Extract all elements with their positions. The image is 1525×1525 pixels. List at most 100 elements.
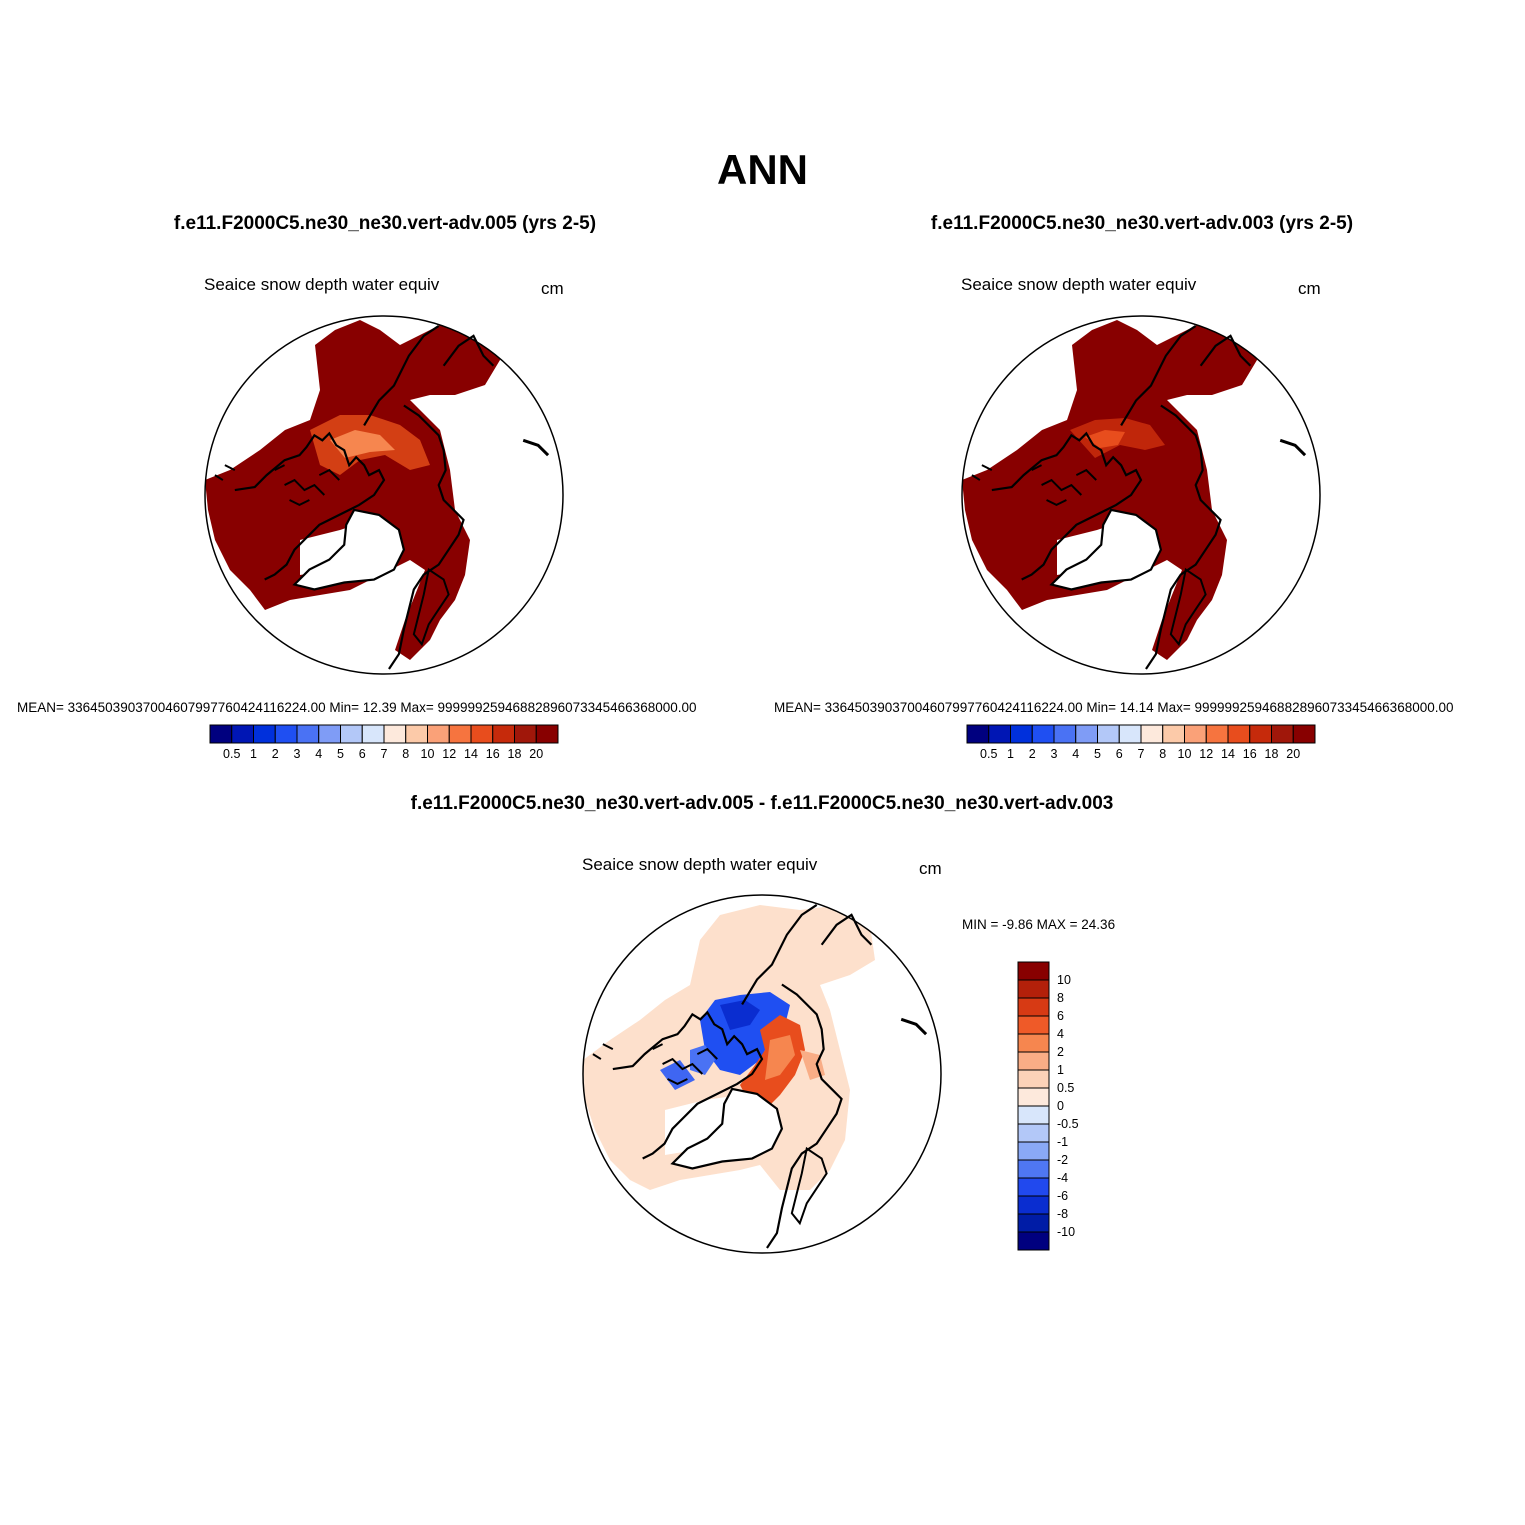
colorbar-swatch xyxy=(1017,1069,1050,1089)
colorbar-label: 20 xyxy=(529,747,543,761)
snow-field-region xyxy=(962,320,1257,660)
panel1-stats: MEAN= 33645039037004607997760424116224.0… xyxy=(17,700,697,715)
colorbar-label: -1 xyxy=(1057,1135,1068,1149)
colorbar-swatch xyxy=(1017,1033,1050,1053)
colorbar-swatch xyxy=(1249,724,1272,744)
colorbar-swatch xyxy=(209,724,233,744)
colorbar-label: 6 xyxy=(1116,747,1123,761)
panel2-colorbar: 0.5 1 2 3 4 5 6 7 8 10 12 14 16 18 20 xyxy=(966,724,1316,761)
colorbar-swatch xyxy=(318,724,341,744)
colorbar-label: 3 xyxy=(1051,747,1058,761)
difference-minmax: MIN = -9.86 MAX = 24.36 xyxy=(962,917,1116,932)
colorbar-swatch xyxy=(966,724,990,744)
colorbar-label: 12 xyxy=(442,747,456,761)
colorbar-label: 0.5 xyxy=(1057,1081,1074,1095)
colorbar-swatch xyxy=(1017,997,1050,1017)
colorbar-swatch xyxy=(470,724,494,744)
page-title: ANN xyxy=(717,146,808,193)
colorbar-swatch xyxy=(1017,1105,1050,1125)
colorbar-swatch xyxy=(1017,1177,1050,1197)
colorbar-label: 20 xyxy=(1286,747,1300,761)
colorbar-swatch xyxy=(1017,1195,1050,1215)
panel2-units: cm xyxy=(1298,279,1321,298)
colorbar-swatch xyxy=(1017,1159,1050,1179)
colorbar-label: 0 xyxy=(1057,1099,1064,1113)
colorbar-swatch xyxy=(274,724,298,744)
colorbar-swatch xyxy=(1184,724,1207,744)
colorbar-label: 0.5 xyxy=(223,747,240,761)
panel2-map xyxy=(961,315,1321,675)
colorbar-swatch xyxy=(296,724,320,744)
colorbar-label: 2 xyxy=(1029,747,1036,761)
colorbar-label: -2 xyxy=(1057,1153,1068,1167)
panel2-stats: MEAN= 33645039037004607997760424116224.0… xyxy=(774,700,1454,715)
colorbar-label: 14 xyxy=(464,747,478,761)
colorbar-swatch xyxy=(1031,724,1055,744)
difference-variable-title: Seaice snow depth water equiv xyxy=(582,855,818,874)
colorbar-label: 18 xyxy=(1265,747,1279,761)
colorbar-swatch xyxy=(1017,1213,1050,1233)
colorbar-swatch xyxy=(1162,724,1185,744)
colorbar-swatch xyxy=(340,724,363,744)
panel2-case-title: f.e11.F2000C5.ne30_ne30.vert-adv.003 (yr… xyxy=(930,213,1354,234)
colorbar-label: 7 xyxy=(381,747,388,761)
panel1-variable-title: Seaice snow depth water equiv xyxy=(204,275,440,294)
colorbar-swatch xyxy=(427,724,450,744)
colorbar-label: 16 xyxy=(1243,747,1257,761)
colorbar-swatch xyxy=(253,724,276,744)
colorbar-swatch xyxy=(1205,724,1229,744)
colorbar-swatch xyxy=(492,724,515,744)
colorbar-swatch xyxy=(1010,724,1033,744)
colorbar-label: 10 xyxy=(421,747,435,761)
colorbar-label: 1 xyxy=(250,747,257,761)
panel1-map xyxy=(204,315,564,675)
panel1-case-title: f.e11.F2000C5.ne30_ne30.vert-adv.005 (yr… xyxy=(173,213,597,234)
colorbar-label: 1 xyxy=(1007,747,1014,761)
colorbar-label: 4 xyxy=(1057,1027,1064,1041)
colorbar-label: 10 xyxy=(1057,973,1071,987)
difference-map xyxy=(582,894,942,1254)
colorbar-label: 6 xyxy=(1057,1009,1064,1023)
colorbar-swatch xyxy=(231,724,254,744)
colorbar-swatch xyxy=(1097,724,1120,744)
colorbar-label: -4 xyxy=(1057,1171,1068,1185)
colorbar-label: 8 xyxy=(402,747,409,761)
colorbar-swatch xyxy=(405,724,428,744)
colorbar-label: 8 xyxy=(1057,991,1064,1005)
panel1-colorbar: 0.5 1 2 3 4 5 6 7 8 10 12 14 16 18 20 xyxy=(209,724,559,761)
colorbar-label: 4 xyxy=(315,747,322,761)
colorbar-swatch xyxy=(1017,1231,1050,1251)
colorbar-label: 3 xyxy=(294,747,301,761)
colorbar-label: 5 xyxy=(337,747,344,761)
colorbar-swatch xyxy=(1140,724,1164,744)
colorbar-swatch xyxy=(448,724,472,744)
colorbar-swatch xyxy=(1227,724,1251,744)
colorbar-swatch xyxy=(1118,724,1142,744)
difference-title: f.e11.F2000C5.ne30_ne30.vert-adv.005 - f… xyxy=(410,793,1114,814)
negative-difference-region xyxy=(700,992,790,1075)
colorbar-swatch xyxy=(535,724,559,744)
colorbar-label: 2 xyxy=(272,747,279,761)
colorbar-label: 18 xyxy=(508,747,522,761)
colorbar-swatch xyxy=(1271,724,1294,744)
colorbar-label: -8 xyxy=(1057,1207,1068,1221)
colorbar-label: 14 xyxy=(1221,747,1235,761)
colorbar-label: -0.5 xyxy=(1057,1117,1079,1131)
snow-field-region xyxy=(205,320,500,660)
difference-colorbar: 10 8 6 4 2 1 0.5 0 -0.5 -1 -2 -4 -6 -8 -10 xyxy=(1017,961,1079,1251)
colorbar-label: 6 xyxy=(359,747,366,761)
panel2-variable-title: Seaice snow depth water equiv xyxy=(961,275,1197,294)
colorbar-label: 12 xyxy=(1199,747,1213,761)
colorbar-label: 10 xyxy=(1178,747,1192,761)
colorbar-label: -10 xyxy=(1057,1225,1075,1239)
colorbar-swatch xyxy=(1292,724,1316,744)
colorbar-label: 7 xyxy=(1138,747,1145,761)
colorbar-swatch xyxy=(514,724,537,744)
difference-units: cm xyxy=(919,859,942,878)
colorbar-swatch xyxy=(988,724,1011,744)
colorbar-swatch xyxy=(1017,1087,1050,1107)
colorbar-label: 16 xyxy=(486,747,500,761)
panel1-units: cm xyxy=(541,279,564,298)
colorbar-swatch xyxy=(1075,724,1098,744)
